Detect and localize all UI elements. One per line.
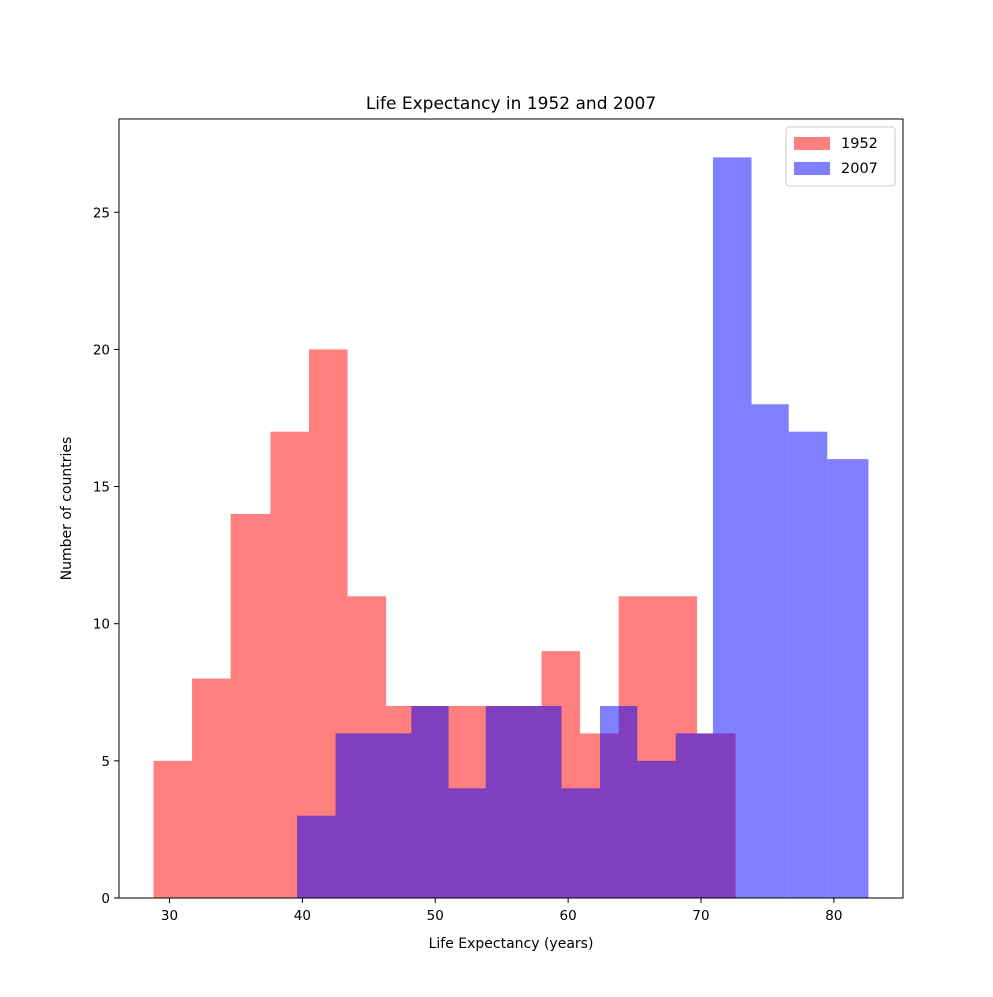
x-tick-label-70: 70	[692, 908, 709, 924]
legend-label-1952: 1952	[841, 136, 878, 152]
bar-2007-8	[600, 705, 638, 898]
bars-layer	[153, 157, 869, 898]
y-axis-label: Number of countries	[59, 437, 75, 581]
bar-2007-14	[827, 459, 869, 898]
x-axis-label: Life Expectancy (years)	[429, 936, 594, 952]
bar-2007-0	[297, 815, 336, 898]
bar-2007-4	[448, 788, 486, 898]
bar-2007-10	[675, 733, 713, 898]
bar-1952-2	[230, 513, 271, 898]
bar-1952-1	[192, 678, 231, 898]
legend-swatch-1952	[794, 137, 830, 150]
x-tick-label-40: 40	[294, 908, 311, 924]
bar-2007-12	[751, 404, 789, 898]
bar-2007-11	[712, 157, 752, 898]
x-tick-label-60: 60	[560, 908, 577, 924]
x-ticks: 30 40 50 60 70 80	[161, 898, 842, 924]
y-tick-label-10: 10	[93, 617, 110, 633]
bar-2007-13	[788, 431, 828, 898]
legend: 1952 2007	[785, 126, 896, 187]
legend-swatch-2007	[794, 162, 830, 175]
y-tick-label-20: 20	[93, 342, 110, 358]
legend-label-2007: 2007	[841, 161, 878, 177]
bar-2007-6	[524, 705, 562, 898]
y-ticks: 0 5 10 15 20 25	[93, 205, 119, 907]
bar-2007-1	[335, 733, 373, 898]
y-tick-label-0: 0	[101, 891, 110, 907]
axes-frame	[118, 118, 904, 899]
bar-1952-0	[153, 760, 193, 898]
x-tick-label-30: 30	[161, 908, 178, 924]
x-tick-label-80: 80	[825, 908, 842, 924]
bar-2007-7	[561, 788, 601, 898]
x-tick-label-50: 50	[427, 908, 444, 924]
bar-2007-2	[372, 733, 412, 898]
y-tick-label-25: 25	[93, 205, 110, 221]
bar-2007-5	[485, 705, 525, 898]
chart-title: Life Expectancy in 1952 and 2007	[366, 94, 656, 114]
bar-2007-3	[411, 705, 449, 898]
bar-2007-9	[637, 760, 676, 898]
y-tick-label-5: 5	[101, 754, 110, 770]
y-tick-label-15: 15	[93, 480, 110, 496]
